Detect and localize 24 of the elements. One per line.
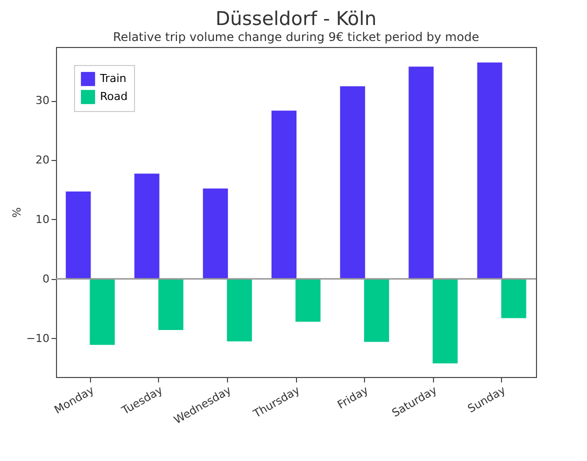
- chart-title: Düsseldorf - Köln: [215, 8, 377, 30]
- y-tick-label: −10: [26, 332, 50, 345]
- bar: [296, 278, 320, 322]
- bar: [134, 174, 160, 279]
- legend-label: Train: [99, 72, 126, 85]
- bar: [432, 278, 458, 364]
- bar: [90, 278, 115, 345]
- y-tick-label: 30: [36, 94, 50, 108]
- bar: [272, 110, 296, 279]
- bar: [340, 86, 366, 279]
- chart-subtitle: Relative trip volume change during 9€ ticket period by mode: [112, 30, 480, 44]
- bar: [477, 62, 502, 279]
- y-axis-title: %: [10, 207, 24, 218]
- y-tick-label: 0: [42, 272, 50, 286]
- bar: [158, 278, 184, 330]
- bar: [408, 66, 434, 279]
- y-tick-label: 10: [36, 212, 50, 226]
- bar: [364, 278, 390, 342]
- bar: [66, 191, 91, 279]
- legend-label: Road: [100, 90, 128, 103]
- bar: [226, 278, 252, 342]
- bar: [202, 188, 228, 279]
- y-tick-label: 20: [36, 153, 50, 166]
- bar: [501, 278, 526, 318]
